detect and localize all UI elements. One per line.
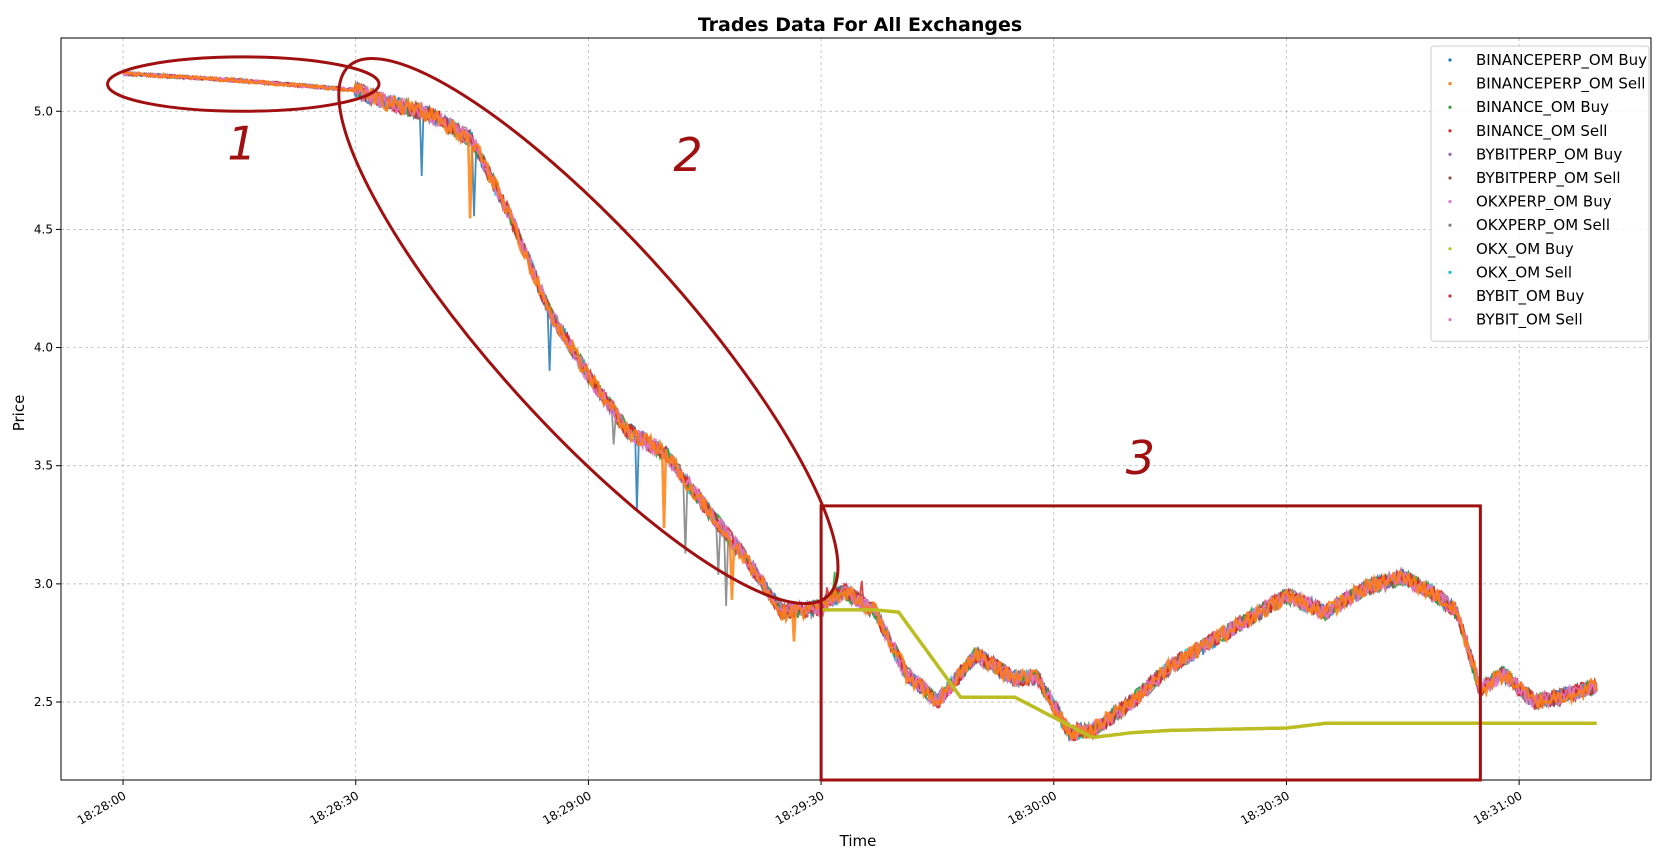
x-axis-label: Time (839, 832, 877, 849)
series-bybitperp-om-buy (122, 71, 1598, 741)
legend-box (1430, 45, 1650, 342)
legend: BINANCEPERP_OM Buy BINANCEPERP_OM Sell BIN… (1430, 45, 1650, 342)
series-binanceperp-om-sell (122, 70, 1598, 740)
legend-marker (1448, 247, 1452, 251)
y-axis-ticks: 2.5 3.0 3.5 4.0 4.5 5.0 (34, 104, 61, 709)
legend-marker (1448, 176, 1452, 180)
x-tick-label: 18:30:30 (1238, 788, 1292, 827)
legend-marker (1448, 318, 1452, 322)
legend-marker (1448, 58, 1452, 62)
x-tick-label: 18:28:30 (308, 788, 362, 827)
legend-marker (1448, 129, 1452, 133)
y-tick-label: 5.0 (34, 104, 53, 118)
legend-entry: OKX_OM Buy (1476, 240, 1574, 259)
legend-marker (1448, 200, 1452, 204)
series-okxperp-om-sell (122, 70, 1598, 743)
series-binance-om-buy (122, 71, 1598, 742)
annotation-ellipse-1 (106, 55, 381, 113)
legend-entry: BYBIT_OM Buy (1476, 287, 1584, 306)
annotations: 1 2 3 (106, 55, 1482, 782)
y-tick-label: 3.5 (34, 459, 53, 473)
series-binance-om-sell (122, 71, 1598, 739)
legend-marker (1448, 294, 1452, 298)
y-tick-label: 3.0 (34, 577, 53, 591)
series-bybit-om-buy (122, 71, 1598, 742)
x-tick-label: 18:31:00 (1471, 788, 1525, 827)
annotation-box-3 (819, 504, 1482, 782)
legend-entry: BINANCEPERP_OM Buy (1476, 51, 1647, 70)
legend-entry: BINANCE_OM Sell (1476, 122, 1607, 141)
series-binanceperp-om-buy (122, 71, 1598, 740)
legend-entry: BINANCE_OM Buy (1476, 98, 1609, 117)
x-tick-label: 18:30:00 (1006, 788, 1060, 827)
grid (61, 38, 1651, 780)
annotation-label-3: 3 (1126, 431, 1155, 485)
legend-marker (1448, 270, 1452, 274)
legend-marker (1448, 105, 1452, 109)
series-okx-om-sell (122, 70, 1598, 742)
annotation-label-1: 1 (227, 116, 256, 170)
series-okxperp-om-buy (122, 71, 1598, 743)
x-axis-ticks: 18:28:00 18:28:30 18:29:00 18:29:30 18:30:00… (75, 780, 1525, 828)
legend-entry: OKX_OM Sell (1476, 263, 1572, 282)
legend-entry: BYBITPERP_OM Buy (1476, 145, 1622, 164)
legend-marker (1448, 82, 1452, 86)
legend-entry: BYBITPERP_OM Sell (1476, 169, 1621, 188)
series-bybit-om-sell (122, 71, 1598, 742)
series-okx-om-buy (821, 608, 1597, 740)
y-axis-label: Price (10, 395, 28, 432)
chart-title: Trades Data For All Exchanges (698, 14, 1022, 36)
axes-frame (60, 37, 1652, 781)
legend-entry: BYBIT_OM Sell (1476, 311, 1583, 330)
legend-entry: OKXPERP_OM Buy (1476, 193, 1612, 212)
y-tick-label: 4.0 (34, 341, 53, 355)
annotation-label-2: 2 (673, 128, 702, 182)
data-layer (122, 70, 1598, 743)
x-tick-label: 18:29:00 (540, 788, 594, 827)
legend-marker (1448, 152, 1452, 156)
y-tick-label: 4.5 (34, 222, 53, 236)
series-bybitperp-om-sell (122, 71, 1598, 741)
y-tick-label: 2.5 (34, 695, 53, 709)
x-tick-label: 18:29:30 (773, 788, 827, 827)
legend-entry: OKXPERP_OM Sell (1476, 216, 1610, 235)
legend-entry: BINANCEPERP_OM Sell (1476, 75, 1645, 94)
x-tick-label: 18:28:00 (75, 788, 129, 827)
annotation-ellipse-2 (337, 57, 840, 606)
legend-marker (1448, 223, 1452, 227)
